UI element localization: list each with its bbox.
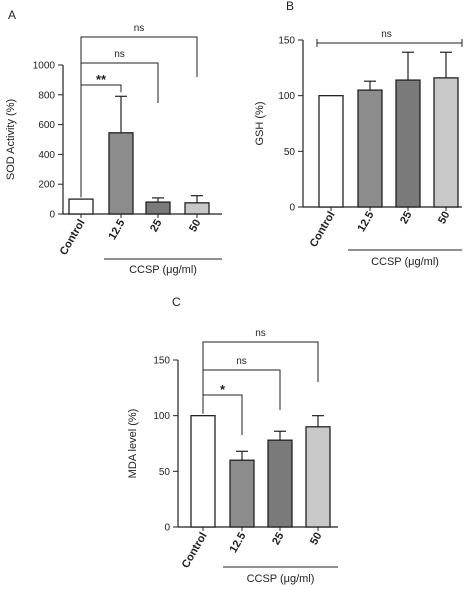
x-category-label: Control [308, 210, 338, 250]
bar-50 [433, 77, 459, 208]
significance-label: ns [114, 49, 125, 60]
y-tick-label: 400 [38, 150, 55, 161]
chart-panel-c: C 0 50 100 150 MDA level (%) Control 12.5 25 50 CC… [127, 295, 338, 585]
chart-panel-a: A 0 200 400 600 800 1000 SOD Activity (%) Contro… [5, 8, 222, 276]
x-axis-title: CCSP (μg/ml) [247, 573, 315, 585]
bar-12-5 [108, 132, 134, 215]
y-tick-label: 50 [284, 147, 296, 158]
y-tick-label: 0 [289, 203, 295, 214]
y-tick-label: 200 [38, 180, 55, 191]
y-axis-title: SOD Activity (%) [5, 99, 17, 180]
y-tick-label: 50 [159, 467, 171, 478]
x-category-label: 12.5 [227, 531, 248, 556]
significance-label: ** [96, 72, 107, 87]
significance-label: ns [134, 23, 145, 34]
bar-12-5 [229, 459, 255, 528]
significance-bracket [202, 341, 319, 414]
y-tick-label: 800 [38, 90, 55, 101]
y-tick-label: 100 [278, 91, 295, 102]
y-axis-title: GSH (%) [254, 102, 266, 146]
x-category-label: 50 [187, 218, 204, 235]
y-tick-label: 600 [38, 120, 55, 131]
x-category-label: 25 [270, 531, 287, 548]
panel-label: B [286, 0, 294, 13]
panel-label: A [8, 8, 16, 22]
significance-label: * [220, 382, 226, 397]
x-category-label: Control [58, 218, 88, 258]
bar-control [318, 95, 344, 208]
x-axis-title: CCSP (μg/ml) [129, 264, 197, 276]
x-category-label: 50 [308, 531, 325, 548]
significance-bracket [80, 36, 198, 198]
bar-12-5 [357, 89, 383, 208]
x-category-label: 12.5 [106, 218, 127, 243]
panel-label: C [172, 295, 181, 309]
y-tick-label: 150 [153, 356, 170, 367]
x-axis-title: CCSP (μg/ml) [371, 256, 439, 268]
significance-label: ns [236, 356, 247, 367]
x-category-label: 25 [148, 218, 165, 235]
bar-50 [184, 202, 210, 215]
y-tick-label: 1000 [33, 61, 56, 72]
y-tick-label: 0 [164, 523, 170, 534]
chart-panel-b: B 0 50 100 150 GSH (%) Control 12.5 25 50 CCSP (μg… [254, 0, 463, 268]
significance-label: ns [381, 29, 392, 40]
bar-25 [145, 201, 171, 215]
y-tick-label: 0 [49, 210, 55, 221]
bar-control [68, 198, 94, 215]
x-category-label: 25 [398, 210, 415, 227]
bar-25 [395, 79, 421, 208]
x-category-label: 12.5 [355, 210, 376, 235]
y-axis-title: MDA level (%) [127, 409, 139, 479]
bar-25 [267, 439, 293, 528]
bar-50 [305, 426, 331, 528]
bar-control [190, 415, 216, 528]
x-category-label: 50 [436, 210, 453, 227]
x-category-label: Control [180, 531, 210, 571]
y-tick-label: 100 [153, 411, 170, 422]
significance-label: ns [255, 328, 266, 339]
y-tick-label: 150 [278, 36, 295, 47]
